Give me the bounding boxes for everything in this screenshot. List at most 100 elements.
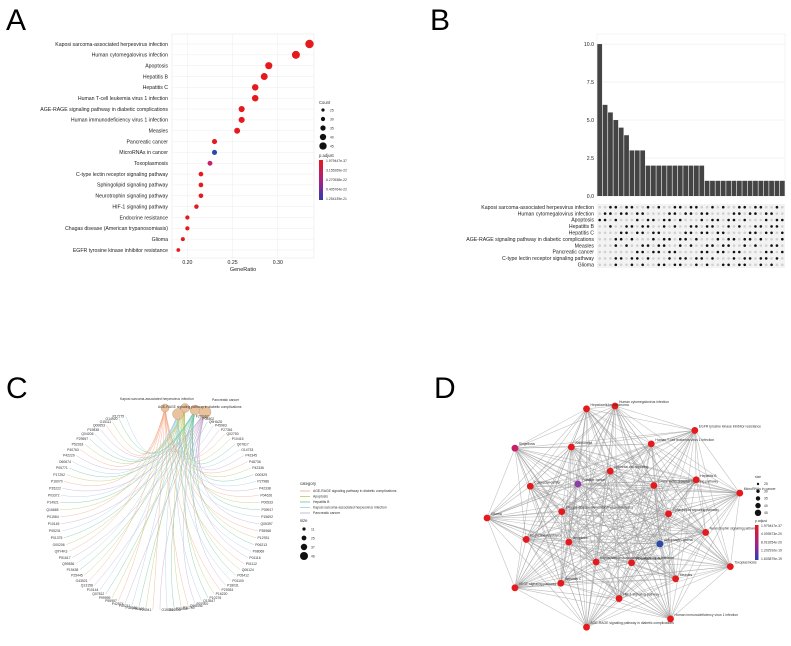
panel-b-matrix-dot (775, 244, 779, 247)
panel-b-matrix-dot (689, 263, 693, 267)
panel-d-node-label: Autophagy - animal (664, 538, 693, 542)
panel-d-edge (653, 485, 731, 567)
panel-b-matrix-dot (721, 212, 725, 215)
panel-b-matrix-dot (678, 257, 682, 260)
panel-b-matrix-dot (609, 212, 612, 215)
panel-c-size-legend-label: 37 (311, 545, 315, 549)
panel-d-node-label: Measles (680, 573, 693, 577)
panel-c-gene-label: P16070 (51, 480, 63, 484)
panel-b-matrix-dot (619, 263, 623, 267)
panel-c-category-label: AGE-RAGE signaling pathway in diabetic c… (158, 405, 242, 409)
panel-c-gene-label: P10276 (210, 596, 222, 600)
panel-c-edge (62, 413, 179, 532)
panel-b-matrix-dot (609, 231, 612, 235)
panel-b-matrix-dot (770, 231, 773, 235)
panel-b-matrix-dot (764, 225, 768, 228)
panel-b-matrix-dot (678, 225, 682, 228)
panel-b-matrix-dot (689, 250, 693, 254)
panel-d-edge (610, 470, 740, 494)
panel-b-matrix-dot (646, 250, 650, 254)
panel-d-edge (530, 486, 706, 533)
panel-a-point (180, 237, 185, 242)
panel-b-bar (613, 120, 619, 196)
panel-c-category-labels: Kaposi sarcoma-associated herpesvirus in… (120, 397, 242, 409)
panel-c-gene-label: P01100 (232, 579, 244, 583)
panel-b-matrix-dot (668, 218, 671, 222)
panel-c-legend-label: AGE-RAGE signaling pathway in diabetic c… (313, 489, 397, 493)
panel-d-edge (486, 492, 740, 519)
panel-c-edge (72, 413, 179, 474)
panel-b-matrix-dot (603, 263, 607, 267)
panel-d-node (583, 623, 590, 631)
panel-d-edge (619, 566, 731, 599)
panel-b-matrix-dot (705, 244, 709, 247)
panel-b-matrix-dot (781, 212, 784, 215)
panel-d-edge (561, 511, 671, 620)
panel-c-gene-label: Q99836 (62, 562, 74, 566)
panel-d-edge (586, 543, 661, 628)
panel-b-matrix-dot (716, 218, 720, 222)
panel-b-matrix-dot (711, 212, 714, 215)
panel-c-gene-label: Q9Y4K3 (55, 549, 68, 553)
panel-d-edge (514, 408, 587, 449)
panel-d-edge (586, 405, 616, 410)
panel-letter-d: D (434, 372, 456, 405)
panel-b-matrix-dot (748, 257, 752, 260)
panel-b-matrix-dot (684, 263, 687, 267)
panel-b-matrix-dot (711, 231, 714, 235)
panel-d-node (567, 443, 575, 451)
panel-b-y-tick: 2.5 (587, 156, 594, 162)
panel-b-matrix-dot (678, 250, 682, 254)
panel-d-edge (486, 517, 569, 543)
panel-d-node-label: Colorectal cancer (534, 480, 561, 484)
panel-c-gene-label: P51617 (59, 556, 71, 560)
panel-b-matrix-dot (598, 263, 601, 267)
panel-d-node (736, 489, 744, 497)
panel-c-hub (180, 403, 190, 413)
panel-b-matrix-dot (652, 257, 655, 260)
panel-d-edge (560, 446, 572, 584)
panel-d-edge (530, 486, 562, 512)
panel-d-edge (571, 443, 652, 448)
panel-c-gene-label: O15111 (100, 420, 112, 424)
panel-a-category-label: Human T-cell leukemia virus 1 infection (78, 96, 168, 102)
panel-d-edge (609, 471, 632, 563)
panel-b-matrix-dot (652, 212, 655, 215)
panel-c-gene-label: P35222 (49, 487, 61, 491)
panel-b-matrix-dot (684, 237, 687, 241)
panel-c-gene-label: Q13547 (203, 599, 215, 603)
panel-b-matrix-dot (619, 237, 623, 241)
panel-a-point (185, 215, 190, 220)
panel-d-edge (610, 470, 697, 481)
panel-b-matrix-dot (662, 257, 666, 260)
panel-d-edge (668, 513, 671, 619)
panel-d-size-legend-label: 35 (764, 497, 768, 501)
panel-a-point (238, 105, 245, 113)
panel-d-emapplot: Human cytomegalovirus infection Human T-c… (483, 400, 782, 631)
panel-d-size-legend: 25 30 35 40 45 (754, 482, 768, 516)
panel-b-matrix-dot (603, 218, 607, 222)
panel-b-matrix-dot (657, 257, 661, 260)
panel-b-matrix-dot (700, 263, 704, 267)
panel-a-category-label: Hepatitis B (143, 74, 169, 80)
panel-b-matrix-dot (759, 212, 763, 215)
panel-d-node (583, 405, 590, 413)
panel-b-matrix-dot (711, 237, 714, 241)
panel-d-edge (586, 479, 697, 628)
panel-d-edge (675, 532, 706, 579)
panel-d-edge (618, 578, 676, 599)
panel-c-gene-label: P27361 (221, 428, 233, 432)
panel-d-edge (596, 561, 632, 564)
panel-d-edge (614, 405, 669, 514)
panel-c-category-label: Pancreatic cancer (212, 398, 240, 402)
panel-d-edge (618, 430, 696, 599)
panel-d-edge (675, 492, 741, 579)
panel-d-edge (586, 408, 632, 563)
panel-b-matrix-dot (619, 205, 623, 209)
panel-b-matrix-dot (732, 212, 736, 215)
panel-d-size-legend-dot (756, 489, 760, 493)
panel-b-matrix-dot (721, 257, 725, 260)
panel-d-edge (586, 408, 676, 579)
panel-d-edge (530, 486, 597, 563)
panel-b-set-label: Pancreatic cancer (552, 250, 594, 256)
